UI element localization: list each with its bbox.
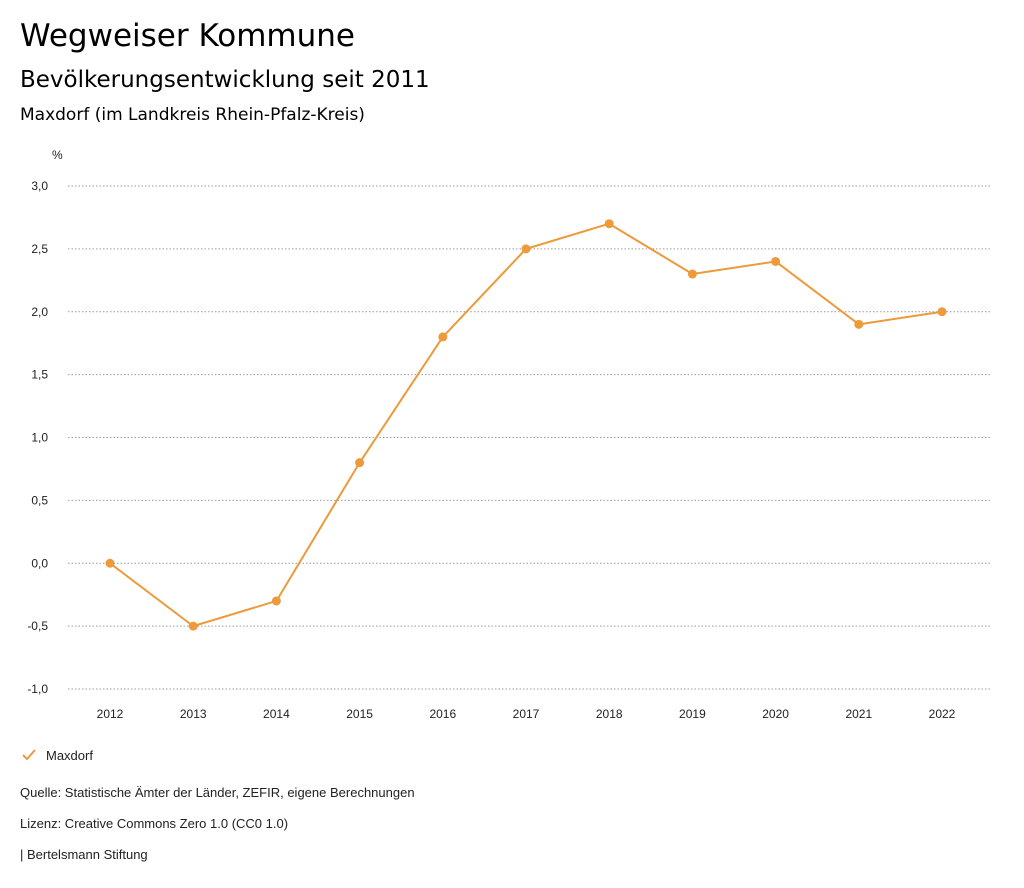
y-tick-label: 0,5 — [31, 493, 48, 507]
chart-subtitle: Bevölkerungsentwicklung seit 2011 — [20, 67, 430, 93]
region-label: Maxdorf (im Landkreis Rhein-Pfalz-Kreis) — [20, 105, 365, 125]
data-point — [105, 558, 115, 568]
y-tick-label: 1,5 — [31, 368, 48, 382]
y-tick-label: -0,5 — [27, 619, 48, 633]
y-tick-label: 0,0 — [31, 556, 48, 570]
data-point — [604, 219, 614, 229]
legend-label: Maxdorf — [46, 747, 93, 763]
x-tick-label: 2018 — [596, 707, 623, 721]
y-tick-label: 2,0 — [31, 305, 48, 319]
x-tick-label: 2019 — [679, 707, 706, 721]
y-tick-label: 2,5 — [31, 242, 48, 256]
license-note: Lizenz: Creative Commons Zero 1.0 (CC0 1… — [20, 816, 289, 831]
data-point — [771, 256, 781, 266]
source-note: Quelle: Statistische Ämter der Länder, Z… — [20, 785, 415, 800]
x-tick-label: 2017 — [513, 707, 540, 721]
x-tick-label: 2013 — [180, 707, 207, 721]
y-axis-unit-label: % — [52, 148, 63, 162]
y-tick-label: 1,0 — [31, 431, 48, 445]
y-tick-label: 3,0 — [31, 179, 48, 193]
data-point — [271, 596, 281, 606]
y-tick-label: -1,0 — [27, 682, 48, 696]
data-point — [687, 269, 697, 279]
x-tick-label: 2021 — [845, 707, 872, 721]
x-tick-label: 2016 — [429, 707, 456, 721]
line-chart: % -1,0 -0,5 0,0 0,5 1,0 1,5 2,0 2,5 3,0 2012 2013… — [27, 148, 990, 721]
x-axis-ticks: 2012 2013 2014 2015 2016 2017 2018 2019 2020 2021… — [97, 707, 956, 721]
series-line — [109, 222, 943, 628]
check-icon — [22, 749, 36, 761]
x-tick-label: 2015 — [346, 707, 373, 721]
data-point — [188, 621, 198, 631]
grid-lines — [68, 185, 990, 690]
publisher-note: | Bertelsmann Stiftung — [20, 847, 148, 862]
x-tick-label: 2014 — [263, 707, 290, 721]
data-point — [937, 307, 947, 317]
x-tick-label: 2022 — [929, 707, 956, 721]
y-axis-ticks: -1,0 -0,5 0,0 0,5 1,0 1,5 2,0 2,5 3,0 — [27, 179, 48, 696]
data-point — [521, 244, 531, 254]
series-layer — [105, 219, 947, 631]
x-tick-label: 2012 — [97, 707, 124, 721]
legend-item-maxdorf[interactable]: Maxdorf — [22, 744, 93, 766]
page-title: Wegweiser Kommune — [20, 18, 355, 54]
data-point — [438, 332, 448, 342]
data-point — [355, 458, 365, 468]
x-tick-label: 2020 — [762, 707, 789, 721]
data-point — [854, 319, 864, 329]
